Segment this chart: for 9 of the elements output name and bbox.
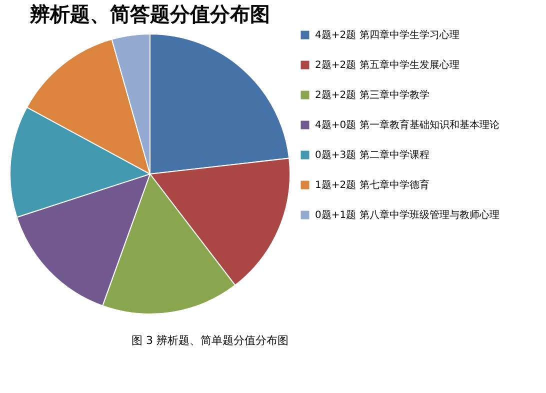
legend-label: 2题+2题 第三章中学教学 [315, 89, 430, 101]
legend-label: 0题+1题 第八章中学班级管理与教师心理 [315, 209, 500, 221]
legend-label: 0题+3题 第二章中学课程 [315, 149, 430, 161]
legend-label: 1题+2题 第七章中学德育 [315, 179, 430, 191]
caption: 图 3 辨析题、简单题分值分布图 [132, 334, 288, 347]
chart-title: 辨析题、简答题分值分布图 [29, 2, 270, 26]
legend-label: 2题+2题 第五章中学生发展心理 [315, 59, 460, 71]
legend-label: 4题+0题 第一章教育基础知识和基本理论 [315, 119, 500, 131]
legend-label: 4题+2题 第四章中学生学习心理 [315, 29, 460, 41]
